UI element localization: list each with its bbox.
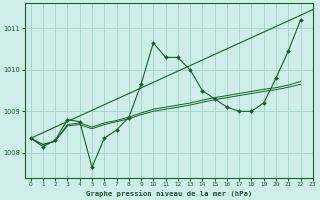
X-axis label: Graphe pression niveau de la mer (hPa): Graphe pression niveau de la mer (hPa) — [85, 190, 252, 197]
